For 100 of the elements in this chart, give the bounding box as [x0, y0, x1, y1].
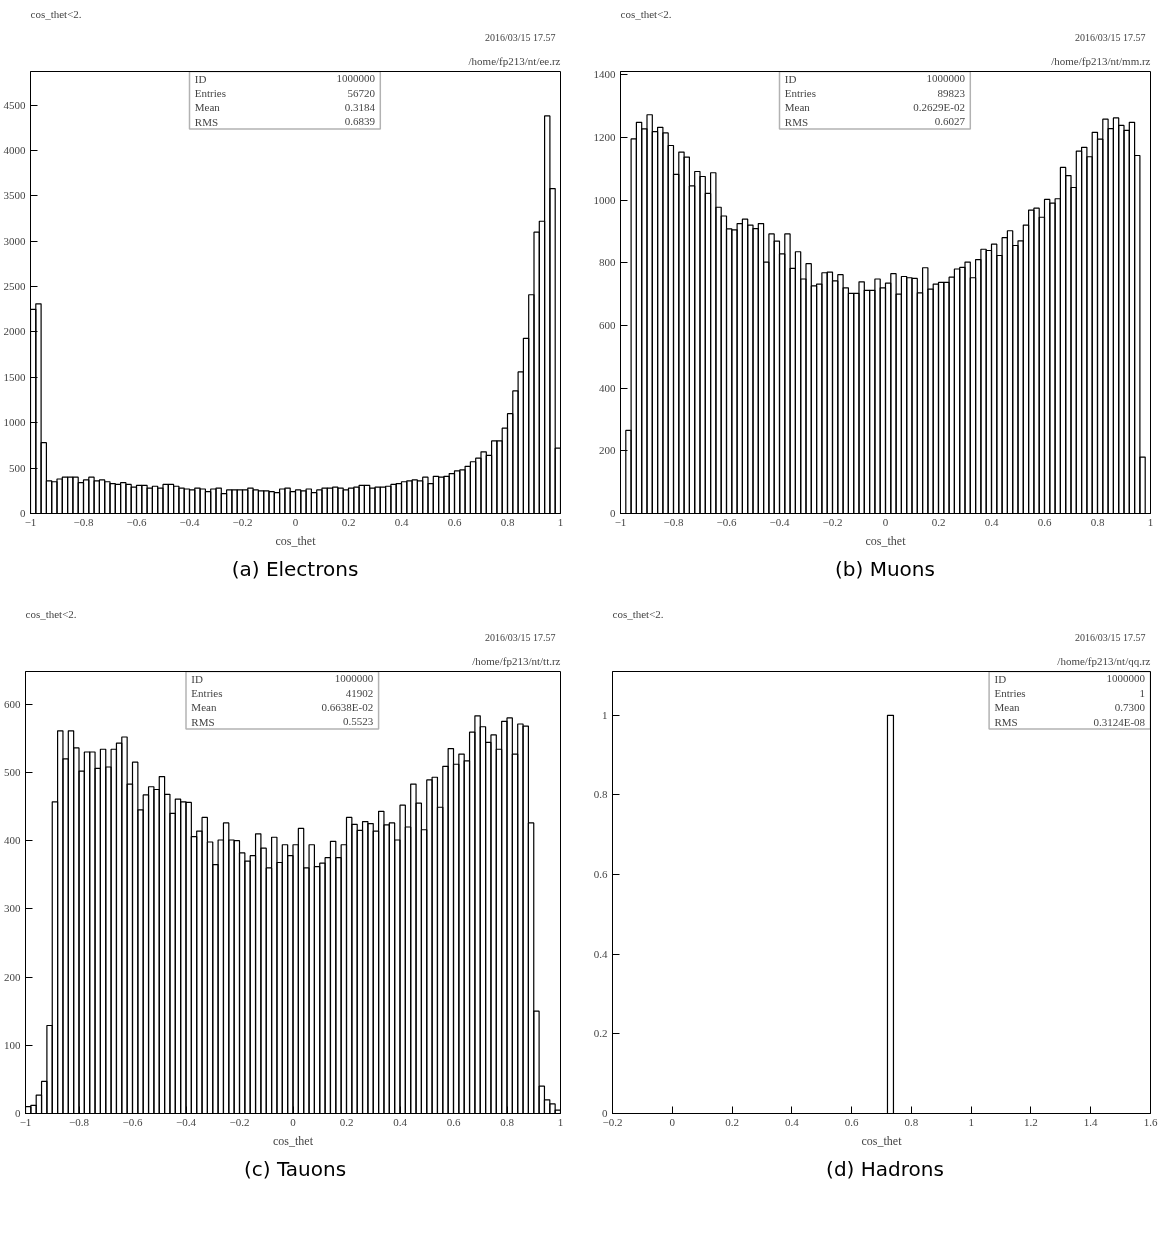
chart-title: cos_thet<2. [612, 607, 664, 620]
chart-title: cos_thet<2. [25, 607, 77, 620]
annotation: 0.2629E-02 [913, 101, 966, 114]
x-tick-label: 0 [290, 1115, 297, 1128]
y-tick-label: 1000 [3, 416, 26, 429]
x-tick-label: 0.6 [1037, 515, 1052, 528]
annotation: RMS [191, 715, 215, 728]
chart-subtitle: /home/fp213/nt/qq.rz [1057, 654, 1151, 667]
y-tick-label: 0.4 [593, 947, 608, 960]
x-tick-label: −1 [24, 515, 37, 528]
y-tick-label: 4000 [3, 143, 26, 156]
x-tick-label: −0.4 [179, 515, 200, 528]
annotation: 0.6839 [344, 115, 376, 128]
text: 2016/03/15 17.57 [1074, 31, 1146, 43]
y-tick-label: 2000 [3, 325, 26, 338]
x-tick-label: 1 [1147, 515, 1154, 528]
annotation: 1000000 [334, 672, 374, 685]
text: (d) Hadrons [826, 1156, 944, 1183]
x-tick-label: −1 [614, 515, 627, 528]
annotation: 41902 [345, 686, 374, 699]
x-tick-label: −0.2 [822, 515, 843, 528]
annotation: ID [994, 672, 1007, 685]
annotation: Entries [784, 87, 816, 100]
y-tick-label: 500 [9, 461, 26, 474]
x-tick-label: 0.4 [393, 1115, 408, 1128]
annotation: 56720 [347, 86, 376, 99]
x-tick-label: 1 [557, 515, 564, 528]
x-axis-title: cos_thet [273, 1133, 314, 1148]
text: (b) Muons [835, 556, 935, 583]
annotation: 1000000 [1106, 672, 1146, 685]
y-tick-label: 1 [602, 708, 608, 721]
x-tick-label: 0 [669, 1115, 676, 1128]
y-tick-label: 200 [599, 444, 616, 457]
y-tick-label: 500 [4, 765, 21, 778]
y-tick-label: 300 [4, 902, 21, 915]
x-tick-label: 0.4 [394, 515, 409, 528]
text: 2016/03/15 17.57 [1074, 631, 1146, 643]
annotation: Mean [191, 701, 217, 714]
x-tick-label: −0.4 [176, 1115, 197, 1128]
x-tick-label: 0.8 [1090, 515, 1105, 528]
x-tick-label: 1.4 [1083, 1115, 1099, 1128]
y-tick-label: 0 [602, 1107, 608, 1119]
y-tick-label: 0 [15, 1107, 21, 1119]
annotation: 1 [1139, 686, 1146, 699]
text: 2016/03/15 17.57 [484, 31, 556, 43]
x-tick-label: 0.8 [904, 1115, 919, 1128]
x-tick-label: 0.8 [500, 515, 515, 528]
annotation: ID [191, 672, 204, 685]
annotation: 0.3184 [344, 100, 376, 113]
y-tick-label: 1200 [593, 130, 616, 143]
y-tick-label: 600 [599, 318, 616, 331]
y-tick-label: 0.8 [593, 788, 608, 801]
annotation: RMS [194, 115, 219, 128]
y-tick-label: 400 [4, 834, 21, 847]
annotation: RMS [784, 115, 809, 128]
y-tick-label: 600 [4, 697, 21, 710]
chart-subtitle: /home/fp213/nt/mm.rz [1051, 54, 1151, 67]
annotation: Entries [994, 687, 1026, 700]
text: (c) Tauons [243, 1156, 347, 1183]
y-tick-label: 4500 [3, 98, 26, 111]
y-tick-label: 100 [4, 1038, 21, 1051]
x-tick-label: 1 [968, 1115, 974, 1128]
x-tick-label: −0.8 [69, 1115, 90, 1128]
y-tick-label: 3000 [3, 234, 26, 247]
x-tick-label: −0.6 [122, 1115, 143, 1128]
annotation: 1000000 [336, 72, 376, 85]
chart-title: cos_thet<2. [620, 7, 672, 20]
text: 2016/03/15 17.57 [484, 631, 556, 643]
y-tick-label: 1500 [3, 370, 26, 383]
annotation: 0.7300 [1114, 700, 1146, 713]
x-tick-label: 0.6 [844, 1115, 859, 1128]
y-tick-label: 1000 [593, 193, 616, 206]
x-tick-label: 0.8 [500, 1115, 515, 1128]
x-tick-label: 0.4 [984, 515, 999, 528]
annotation: ID [784, 72, 797, 85]
y-tick-label: 3500 [3, 189, 26, 202]
x-tick-label: −0.6 [716, 515, 737, 528]
annotation: ID [194, 72, 207, 85]
annotation: 89823 [937, 86, 966, 99]
annotation: 1000000 [926, 72, 966, 85]
x-tick-label: 0.2 [725, 1115, 739, 1128]
text: (a) Electrons [231, 556, 359, 583]
annotation: Entries [191, 687, 223, 700]
y-tick-label: 2500 [3, 280, 26, 293]
chart-subtitle: /home/fp213/nt/tt.rz [472, 654, 561, 667]
y-tick-label: 0.2 [593, 1027, 608, 1040]
x-tick-label: 1.2 [1024, 1115, 1038, 1128]
y-tick-label: 0 [20, 507, 26, 519]
annotation: 0.6027 [934, 115, 966, 128]
chart-subtitle: /home/fp213/nt/ee.rz [468, 54, 561, 67]
x-tick-label: −0.2 [229, 1115, 250, 1128]
x-tick-label: −0.2 [232, 515, 253, 528]
annotation: Mean [784, 101, 811, 114]
x-tick-label: 0.4 [784, 1115, 800, 1128]
x-tick-label: −0.8 [663, 515, 684, 528]
annotation: Mean [994, 701, 1021, 714]
x-tick-label: −0.6 [126, 515, 147, 528]
y-tick-label: 800 [599, 256, 616, 269]
annotation: RMS [994, 715, 1018, 728]
x-tick-label: 0.6 [447, 515, 462, 528]
